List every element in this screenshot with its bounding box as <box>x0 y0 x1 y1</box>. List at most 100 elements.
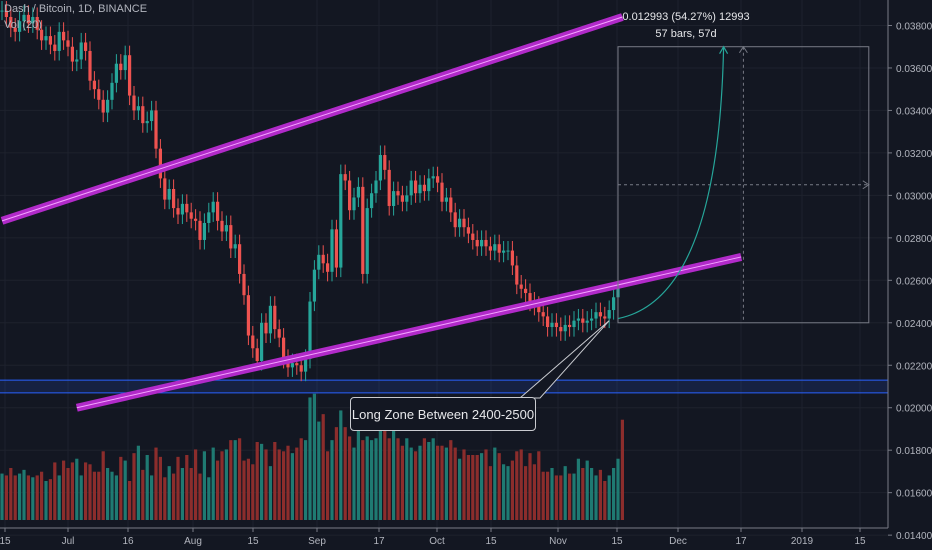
candle-body <box>176 208 180 215</box>
channel-lower-line-inner <box>76 256 742 409</box>
volume-bar <box>119 456 123 520</box>
volume-bar <box>268 466 272 520</box>
volume-bar <box>616 458 620 520</box>
candle-body <box>370 193 374 209</box>
candle-body <box>79 42 83 60</box>
volume-bar <box>405 438 409 520</box>
candle-body <box>317 254 321 270</box>
candle-body <box>180 203 184 215</box>
candle-body <box>132 95 136 111</box>
volume-bar <box>123 460 127 520</box>
volume-bar <box>440 445 444 520</box>
volume-bar <box>576 458 580 520</box>
candle-body <box>295 363 299 366</box>
candle-body <box>13 27 17 32</box>
projection-curve[interactable] <box>617 46 725 320</box>
time-axis[interactable]: 15 Jul 16 Aug 15 Sep 17 Oct 15 Nov 15 Dec 17 2019 15 <box>0 527 888 547</box>
volume-bar <box>392 421 396 520</box>
volume-bar <box>374 438 378 520</box>
candle-body <box>475 239 479 247</box>
time-tick-label: 15 <box>485 536 497 547</box>
volume-bar <box>598 469 602 520</box>
volume-bar <box>471 455 475 520</box>
volume-bar <box>515 451 519 520</box>
time-tick-label: Sep <box>308 536 326 547</box>
candle-body <box>348 180 352 211</box>
candle-body <box>392 191 396 206</box>
candle-body <box>0 10 4 12</box>
long-zone-fill <box>0 380 888 393</box>
time-tick-label: 16 <box>122 536 134 547</box>
volume-bar <box>128 481 132 520</box>
candle-body <box>436 176 440 183</box>
volume-bar <box>189 468 193 520</box>
candle-body <box>321 254 325 264</box>
volume-bar <box>66 468 70 520</box>
volume-bar <box>488 466 492 520</box>
volume-bar <box>387 438 391 520</box>
candle-body <box>581 318 585 323</box>
volume-bar <box>510 460 514 520</box>
candle-body <box>22 14 26 22</box>
volume-bar <box>185 455 189 520</box>
candle-body <box>141 106 145 124</box>
volume-bar <box>409 447 413 520</box>
candle-body <box>497 244 501 253</box>
volume-bar <box>537 451 541 520</box>
candle-body <box>48 36 52 45</box>
volume-bar <box>167 466 171 520</box>
volume-bar <box>334 427 338 520</box>
candle-body <box>136 106 140 111</box>
candle-body <box>339 174 343 268</box>
candle-body <box>299 365 303 372</box>
candle-body <box>44 36 48 41</box>
volume-bar <box>176 456 180 520</box>
candle-body <box>378 155 382 181</box>
candle-body <box>590 318 594 321</box>
candle-body <box>312 269 316 302</box>
measure-arrow-right <box>862 180 870 190</box>
candle-body <box>409 180 413 196</box>
volume-bar <box>229 440 233 520</box>
time-tick-label: Jul <box>62 536 75 547</box>
candle-body <box>92 80 96 90</box>
volume-bar <box>194 449 198 520</box>
volume-bar <box>101 451 105 520</box>
time-tick-label: 17 <box>735 536 747 547</box>
time-tick-label: 17 <box>373 536 385 547</box>
volume-bar <box>370 440 374 520</box>
candle-body <box>440 182 444 202</box>
candle-body <box>18 21 22 32</box>
volume-bar <box>26 475 30 520</box>
candle-body <box>207 212 211 223</box>
candle-body <box>396 191 400 196</box>
volume-bar <box>304 440 308 520</box>
candle-body <box>308 301 312 359</box>
volume-bar <box>70 462 74 520</box>
volume-bar <box>207 477 211 520</box>
long-zone-callout[interactable]: Long Zone Between 2400-2500 <box>350 397 536 431</box>
volume-bar <box>528 453 532 520</box>
time-tick-label: Oct <box>429 536 445 547</box>
volume-bar <box>75 458 79 520</box>
volume-bar <box>299 438 303 520</box>
measure-label-bars: 57 bars, 57d <box>655 28 717 40</box>
candle-body <box>114 63 118 83</box>
candle-body <box>251 335 255 349</box>
volume-bar <box>233 440 237 520</box>
volume-bar <box>238 438 242 520</box>
volume-bar <box>321 414 325 520</box>
volume-bar <box>62 460 66 520</box>
volume-bar <box>365 436 369 520</box>
volume-bar <box>484 449 488 520</box>
candle-body <box>238 244 242 274</box>
volume-bar <box>97 471 101 520</box>
candle-body <box>172 188 176 209</box>
